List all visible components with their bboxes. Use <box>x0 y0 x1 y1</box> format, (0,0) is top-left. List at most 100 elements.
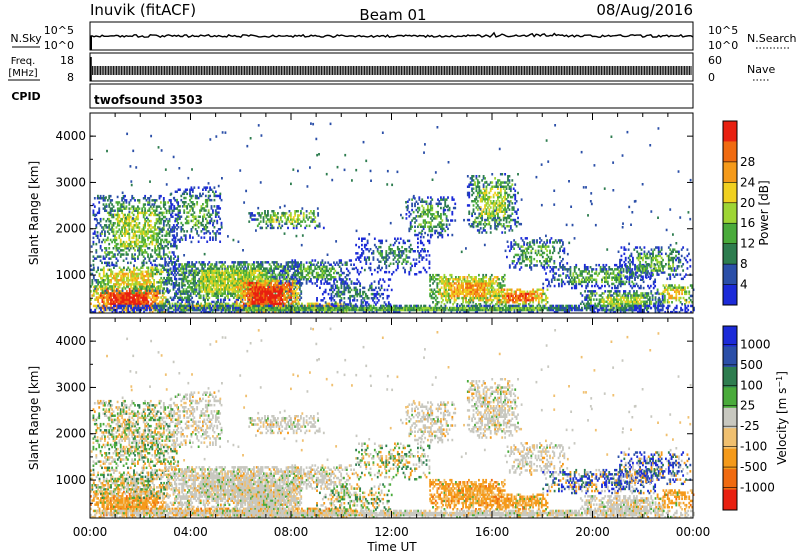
power-cell <box>215 261 218 264</box>
power-cell <box>188 269 191 272</box>
power-cell <box>114 290 117 293</box>
power-cell <box>184 308 187 312</box>
power-cell <box>211 273 214 277</box>
power-cell <box>427 233 429 237</box>
power-cell <box>123 283 125 286</box>
power-cell <box>264 210 266 213</box>
power-cell <box>101 304 104 308</box>
power-cell <box>104 234 106 237</box>
power-cell <box>110 294 112 297</box>
power-cell <box>152 209 155 212</box>
power-cell <box>148 209 151 212</box>
power-cell <box>162 215 165 219</box>
nsky-line <box>89 31 694 39</box>
power-cell <box>123 266 125 269</box>
power-cell <box>221 275 224 279</box>
power-cell <box>98 240 101 244</box>
power-cell <box>109 219 112 223</box>
power-cell <box>132 226 135 229</box>
power-cell <box>219 207 222 210</box>
power-cell <box>334 301 337 304</box>
power-cell <box>124 228 126 231</box>
power-cell <box>148 259 151 262</box>
power-cell <box>104 209 106 212</box>
power-cell <box>121 268 124 272</box>
power-cell <box>127 279 130 282</box>
power-cell <box>144 257 147 260</box>
power-cell <box>92 211 95 215</box>
power-cell <box>134 272 137 276</box>
power-cell <box>154 244 157 248</box>
power-cell <box>154 209 157 212</box>
power-cell <box>181 223 184 227</box>
power-cell <box>121 211 124 215</box>
power-cell <box>164 253 167 256</box>
power-cell <box>128 219 131 223</box>
power-cell <box>104 251 106 254</box>
power-cell <box>134 224 136 227</box>
power-cell <box>144 207 147 210</box>
freq-panel: Freq. [MHz] 18 8 60 0 Nave <box>8 52 775 84</box>
power-cell <box>199 215 201 218</box>
power-cell <box>158 194 161 198</box>
power-cell <box>188 298 191 302</box>
power-cell <box>208 286 211 289</box>
power-cell <box>213 219 216 223</box>
power-cell <box>161 247 164 250</box>
power-cell <box>140 283 143 286</box>
power-cell <box>172 261 175 264</box>
power-cell <box>164 257 167 260</box>
power-cell <box>194 273 196 277</box>
power-cell <box>161 289 164 292</box>
power-cell <box>168 302 171 306</box>
power-cell <box>161 234 164 237</box>
power-cell <box>132 247 135 250</box>
power-cell <box>121 205 124 208</box>
power-cell <box>104 283 107 286</box>
power-cell <box>114 300 117 303</box>
power-cell <box>125 306 128 310</box>
power-cell <box>150 281 153 284</box>
power-cell <box>180 302 182 306</box>
power-cell <box>151 296 154 299</box>
power-cell <box>107 298 110 301</box>
power-cell <box>208 269 211 272</box>
power-cell <box>134 283 137 286</box>
power-cell <box>201 271 204 275</box>
power-cell <box>382 297 385 300</box>
power-cell <box>115 294 118 297</box>
power-cell <box>138 268 141 272</box>
power-cell <box>208 292 211 295</box>
power-cell <box>108 281 111 284</box>
power-cell <box>221 273 224 277</box>
power-cell <box>101 291 104 294</box>
power-cell <box>116 207 119 210</box>
power-cell <box>146 279 148 282</box>
power-cell <box>345 278 348 281</box>
power-cell <box>124 213 126 217</box>
power-cell <box>154 298 157 301</box>
power-cell <box>115 232 118 235</box>
power-cell <box>172 251 175 254</box>
power-cell <box>106 261 109 265</box>
power-cell <box>194 215 197 218</box>
power-cell <box>90 298 92 301</box>
power-cell <box>125 276 128 280</box>
power-cell <box>163 276 166 280</box>
power-cell <box>175 294 178 297</box>
power-cell <box>125 205 128 208</box>
power-cell <box>201 304 204 308</box>
power-cell <box>221 267 224 270</box>
power-cell <box>219 279 222 283</box>
power-cell <box>108 264 111 267</box>
power-cell <box>113 287 115 290</box>
power-cell <box>111 226 114 229</box>
power-cell <box>373 268 376 272</box>
power-cell <box>179 296 182 300</box>
power-cell <box>157 234 159 237</box>
power-cell <box>281 220 284 223</box>
power-cell <box>314 220 317 223</box>
power-cell <box>131 255 134 258</box>
power-cell <box>178 284 181 287</box>
